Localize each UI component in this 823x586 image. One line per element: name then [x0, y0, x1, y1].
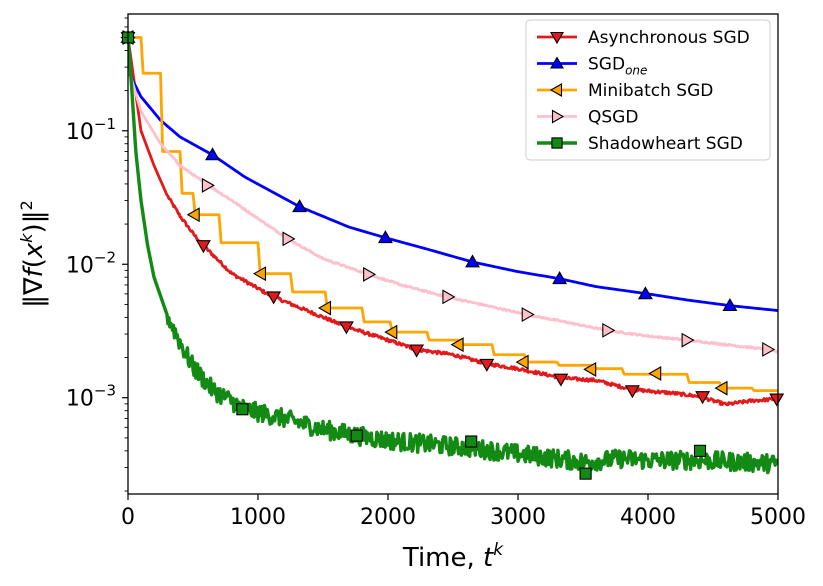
marker-sgdone: [552, 271, 568, 285]
series-line-asynchronous-sgd: [128, 37, 778, 407]
legend-label-sgdone: SGDone: [588, 55, 647, 78]
marker-sgdone: [205, 147, 220, 161]
marker-asynchronous-sgd: [409, 344, 425, 358]
series-layer: [128, 36, 778, 475]
legend-marker-minibatch-sgd: [549, 83, 563, 97]
marker-shadowheart-sgd: [579, 467, 592, 480]
marker-sgdone: [637, 286, 653, 300]
marker-asynchronous-sgd: [695, 391, 711, 405]
marker-qsgd: [282, 231, 296, 247]
y-axis: 10−3 10−2 10−1: [66, 17, 128, 492]
marker-shadowheart-sgd: [693, 444, 707, 457]
x-axis: 0 1000 2000 3000 4000 5000: [121, 494, 806, 530]
marker-qsgd: [363, 266, 377, 282]
legend-box: [525, 19, 771, 161]
x-tick-label: 1000: [230, 505, 286, 530]
x-tick-label: 2000: [360, 505, 416, 530]
marker-shadowheart-sgd: [236, 403, 249, 416]
marker-minibatch-sgd: [648, 366, 662, 381]
marker-minibatch-sgd: [515, 354, 529, 370]
marker-asynchronous-sgd: [266, 291, 282, 305]
x-tick-label: 0: [121, 505, 135, 530]
marker-qsgd: [201, 177, 215, 193]
marker-qsgd: [521, 307, 535, 322]
marker-minibatch-sgd: [450, 337, 464, 353]
legend-marker-qsgd: [551, 109, 565, 124]
legend-marker-asynchronous-sgd: [550, 31, 564, 45]
y-tick-label: 10−3: [66, 382, 116, 412]
marker-shadowheart-sgd: [350, 429, 363, 442]
legend-label-asynchronous-sgd: Asynchronous SGD: [588, 28, 750, 48]
marker-minibatch-sgd: [583, 361, 597, 377]
marker-sgdone: [465, 254, 480, 268]
plot-frame: [127, 13, 779, 495]
marker-minibatch-sgd: [252, 266, 267, 282]
marker-minibatch-sgd: [317, 300, 332, 316]
marker-minibatch-sgd: [714, 380, 728, 396]
marker-sgdone: [722, 298, 738, 312]
series-line-sgdone: [128, 70, 778, 312]
x-tick-label: 4000: [620, 505, 676, 530]
marker-minibatch-sgd: [186, 207, 200, 223]
y-tick-label: 10−2: [66, 248, 116, 278]
marker-sgdone: [377, 230, 393, 244]
x-tick-label: 5000: [750, 505, 806, 530]
y-tick-label: 10−1: [66, 115, 116, 145]
x-tick-label: 3000: [490, 505, 546, 530]
marker-asynchronous-sgd: [624, 385, 640, 399]
marker-asynchronous-sgd: [553, 373, 569, 387]
series-line-minibatch-sgd: [128, 36, 778, 393]
series-line-shadowheart-sgd: [128, 37, 778, 475]
marker-asynchronous-sgd: [195, 240, 211, 254]
marker-asynchronous-sgd: [769, 393, 785, 407]
legend-marker-sgdone: [550, 56, 564, 69]
marker-qsgd: [762, 342, 776, 357]
marker-shadowheart-sgd: [465, 435, 478, 448]
marker-minibatch-sgd: [384, 324, 398, 340]
marker-asynchronous-sgd: [338, 321, 354, 335]
marker-qsgd: [442, 289, 456, 305]
marker-qsgd: [681, 332, 695, 348]
legend-label-qsgd: QSGD: [588, 108, 638, 128]
x-axis-label: Time, tk: [402, 540, 504, 573]
y-axis-label: ‖∇f(xk)‖2: [17, 200, 49, 308]
legend: Asynchronous SGD SGDone Minibatch SGD QSGD S…: [525, 19, 771, 161]
marker-asynchronous-sgd: [479, 358, 495, 372]
legend-label-shadowheart-sgd: Shadowheart SGD: [588, 134, 743, 154]
marker-qsgd: [602, 322, 616, 338]
legend-marker-shadowheart-sgd: [551, 137, 563, 149]
legend-label-minibatch-sgd: Minibatch SGD: [588, 81, 713, 101]
marker-sgdone: [292, 199, 308, 213]
